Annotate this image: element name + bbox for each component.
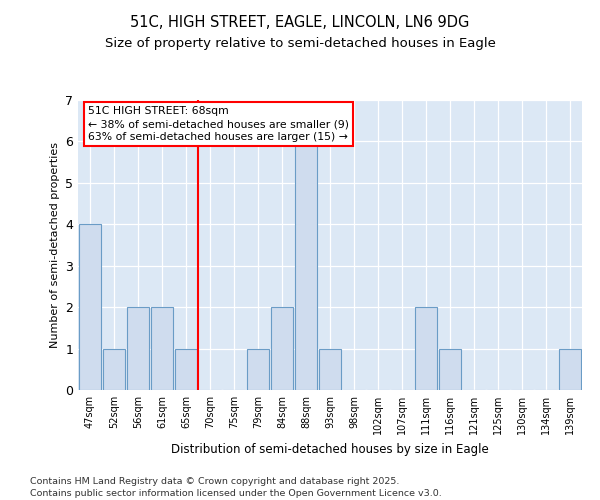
Bar: [295, 142, 317, 390]
Bar: [103, 348, 125, 390]
Bar: [175, 348, 197, 390]
X-axis label: Distribution of semi-detached houses by size in Eagle: Distribution of semi-detached houses by …: [171, 442, 489, 456]
Bar: [319, 348, 341, 390]
Text: 51C HIGH STREET: 68sqm
← 38% of semi-detached houses are smaller (9)
63% of semi: 51C HIGH STREET: 68sqm ← 38% of semi-det…: [88, 106, 349, 142]
Bar: [247, 348, 269, 390]
Bar: [559, 348, 581, 390]
Bar: [79, 224, 101, 390]
Bar: [415, 307, 437, 390]
Y-axis label: Number of semi-detached properties: Number of semi-detached properties: [50, 142, 59, 348]
Text: 51C, HIGH STREET, EAGLE, LINCOLN, LN6 9DG: 51C, HIGH STREET, EAGLE, LINCOLN, LN6 9D…: [130, 15, 470, 30]
Bar: [439, 348, 461, 390]
Bar: [271, 307, 293, 390]
Text: Contains HM Land Registry data © Crown copyright and database right 2025.
Contai: Contains HM Land Registry data © Crown c…: [30, 476, 442, 498]
Text: Size of property relative to semi-detached houses in Eagle: Size of property relative to semi-detach…: [104, 38, 496, 51]
Bar: [127, 307, 149, 390]
Bar: [151, 307, 173, 390]
